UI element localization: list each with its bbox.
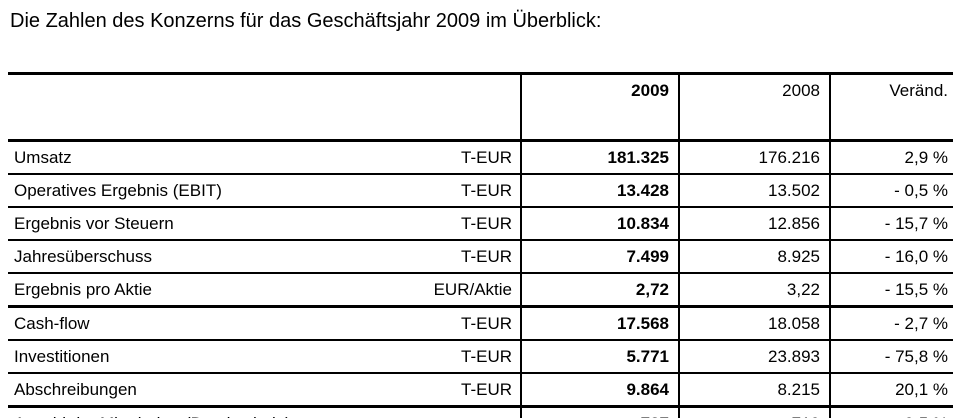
row-change: - 75,8 % — [829, 339, 953, 373]
row-value-2009: 2,72 — [520, 272, 679, 307]
col-header-label — [8, 72, 390, 142]
row-change: 2,9 % — [829, 140, 953, 174]
table-row: Ergebnis pro Aktie EUR/Aktie 2,72 3,22 -… — [8, 272, 953, 307]
row-value-2008: 8.925 — [678, 239, 830, 273]
col-header-2009: 2009 — [520, 72, 679, 142]
row-label: Cash-flow — [8, 305, 390, 340]
row-change: - 16,0 % — [829, 239, 953, 273]
row-value-2008: 23.893 — [678, 339, 830, 373]
row-unit: T-EUR — [390, 305, 521, 340]
row-label: Investitionen — [8, 339, 390, 373]
row-change: - 0,5 % — [829, 173, 953, 207]
row-change: 9,5 % — [829, 405, 953, 418]
row-value-2009: 13.428 — [520, 173, 679, 207]
row-value-2009: 787 — [520, 405, 679, 418]
row-label: Jahresüberschuss — [8, 239, 390, 273]
table-row: Investitionen T-EUR 5.771 23.893 - 75,8 … — [8, 339, 953, 373]
row-label: Ergebnis pro Aktie — [8, 272, 390, 307]
row-value-2009: 9.864 — [520, 372, 679, 407]
row-value-2008: 13.502 — [678, 173, 830, 207]
row-change: - 15,7 % — [829, 206, 953, 240]
row-unit: EUR/Aktie — [390, 272, 521, 307]
row-change: - 15,5 % — [829, 272, 953, 307]
row-unit: T-EUR — [461, 147, 512, 167]
row-label: Umsatz — [14, 147, 72, 167]
row-label: Anzahl der Mitarbeiter (Durchschnitt) — [8, 405, 390, 418]
row-unit — [390, 405, 521, 418]
row-unit: T-EUR — [390, 173, 521, 207]
table-header-row: 2009 2008 Veränd. — [8, 72, 953, 142]
table-row: Ergebnis vor Steuern T-EUR 10.834 12.856… — [8, 206, 953, 240]
row-value-2008: 176.216 — [678, 140, 830, 174]
table-row: Abschreibungen T-EUR 9.864 8.215 20,1 % — [8, 372, 953, 407]
row-value-2008: 3,22 — [678, 272, 830, 307]
row-unit: T-EUR — [390, 206, 521, 240]
table-row: Cash-flow T-EUR 17.568 18.058 - 2,7 % — [8, 305, 953, 340]
row-change: - 2,7 % — [829, 305, 953, 340]
table-row: Anzahl der Mitarbeiter (Durchschnitt) 78… — [8, 405, 953, 418]
row-value-2008: 18.058 — [678, 305, 830, 340]
row-value-2009: 181.325 — [520, 140, 679, 174]
row-unit: T-EUR — [390, 239, 521, 273]
row-label: Operatives Ergebnis (EBIT) — [8, 173, 390, 207]
row-value-2009: 7.499 — [520, 239, 679, 273]
row-value-2009: 10.834 — [520, 206, 679, 240]
col-header-change: Veränd. — [829, 72, 953, 142]
table-row: Jahresüberschuss T-EUR 7.499 8.925 - 16,… — [8, 239, 953, 273]
table-row: Umsatz T-EUR 181.325 176.216 2,9 % — [8, 140, 953, 174]
row-unit: T-EUR — [390, 339, 521, 373]
row-label: Abschreibungen — [8, 372, 390, 407]
col-header-2008: 2008 — [678, 72, 830, 142]
row-value-2009: 17.568 — [520, 305, 679, 340]
table-row: Operatives Ergebnis (EBIT) T-EUR 13.428 … — [8, 173, 953, 207]
row-change: 20,1 % — [829, 372, 953, 407]
row-unit: T-EUR — [390, 372, 521, 407]
table-body: Umsatz T-EUR 181.325 176.216 2,9 % Opera… — [8, 140, 953, 418]
row-value-2008: 8.215 — [678, 372, 830, 407]
row-label: Ergebnis vor Steuern — [8, 206, 390, 240]
row-value-2008: 719 — [678, 405, 830, 418]
page-title: Die Zahlen des Konzerns für das Geschäft… — [10, 10, 602, 32]
kpi-table: 2009 2008 Veränd. Umsatz T-EUR 181.325 1… — [8, 72, 953, 418]
col-header-unit — [390, 72, 521, 142]
row-value-2009: 5.771 — [520, 339, 679, 373]
row-value-2008: 12.856 — [678, 206, 830, 240]
